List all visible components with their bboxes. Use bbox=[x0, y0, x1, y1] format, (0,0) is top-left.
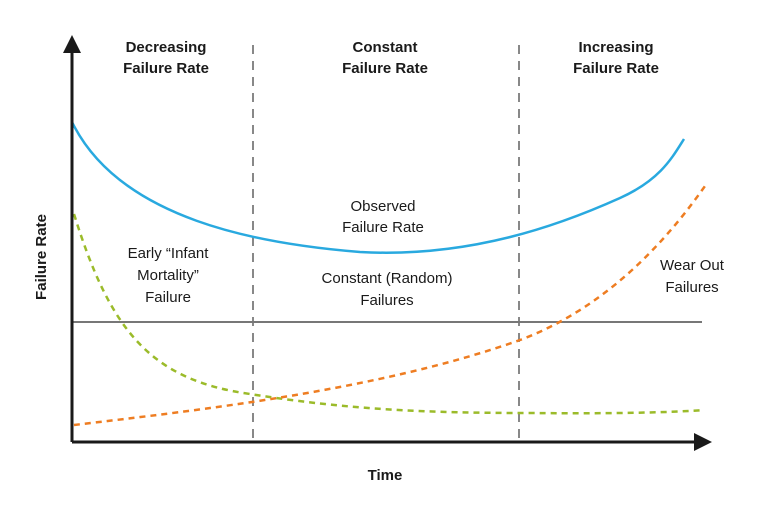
constant-label-line1: Constant (Random) bbox=[322, 270, 453, 287]
region-increasing-line2: Failure Rate bbox=[573, 60, 659, 77]
wear-out-curve bbox=[73, 185, 707, 427]
region-decreasing-line2: Failure Rate bbox=[123, 60, 209, 77]
y-axis-title: Failure Rate bbox=[33, 214, 50, 300]
observed-label-line2: Failure Rate bbox=[342, 219, 424, 236]
constant-label-line2: Failures bbox=[360, 292, 413, 309]
observed-label-line1: Observed bbox=[350, 198, 415, 215]
region-constant-line2: Failure Rate bbox=[342, 60, 428, 77]
infant-label-line2: Mortality” bbox=[137, 267, 199, 284]
wearout-label-line1: Wear Out bbox=[660, 257, 725, 274]
wearout-label-line2: Failures bbox=[665, 279, 718, 296]
region-increasing-line1: Increasing bbox=[578, 39, 653, 56]
x-axis-title: Time bbox=[368, 467, 403, 484]
region-constant-line1: Constant bbox=[353, 39, 418, 56]
region-decreasing-line1: Decreasing bbox=[126, 39, 207, 56]
infant-label-line3: Failure bbox=[145, 289, 191, 306]
infant-mortality-curve bbox=[72, 213, 705, 415]
infant-label-line1: Early “Infant bbox=[128, 245, 210, 262]
observed-failure-rate-curve bbox=[70, 121, 686, 254]
